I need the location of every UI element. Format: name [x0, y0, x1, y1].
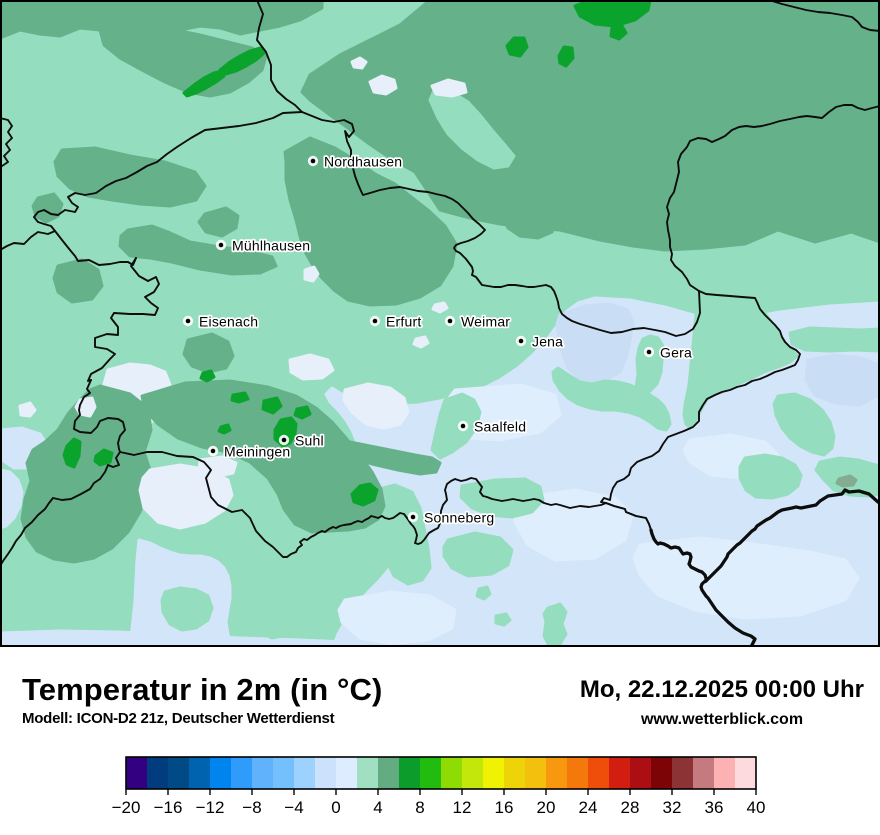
- svg-text:8: 8: [415, 798, 424, 817]
- svg-text:Eisenach: Eisenach: [199, 314, 258, 330]
- svg-text:24: 24: [579, 798, 598, 817]
- svg-text:Sonneberg: Sonneberg: [424, 510, 494, 526]
- svg-text:Weimar: Weimar: [461, 314, 510, 330]
- svg-text:20: 20: [537, 798, 556, 817]
- svg-text:28: 28: [621, 798, 640, 817]
- svg-text:12: 12: [453, 798, 472, 817]
- svg-text:Mühlhausen: Mühlhausen: [232, 238, 310, 254]
- svg-text:4: 4: [373, 798, 382, 817]
- svg-text:Nordhausen: Nordhausen: [324, 154, 402, 170]
- svg-text:−4: −4: [284, 798, 303, 817]
- svg-text:−12: −12: [196, 798, 225, 817]
- svg-text:Suhl: Suhl: [295, 433, 324, 449]
- svg-text:32: 32: [663, 798, 682, 817]
- svg-text:Erfurt: Erfurt: [386, 314, 421, 330]
- svg-text:Saalfeld: Saalfeld: [474, 419, 526, 435]
- svg-text:−20: −20: [112, 798, 141, 817]
- svg-text:Gera: Gera: [660, 345, 692, 361]
- svg-text:16: 16: [495, 798, 514, 817]
- svg-text:Jena: Jena: [532, 334, 563, 350]
- svg-text:Meiningen: Meiningen: [224, 444, 290, 460]
- svg-text:0: 0: [331, 798, 340, 817]
- svg-text:−16: −16: [154, 798, 183, 817]
- svg-text:40: 40: [747, 798, 766, 817]
- svg-text:−8: −8: [242, 798, 261, 817]
- svg-text:36: 36: [705, 798, 724, 817]
